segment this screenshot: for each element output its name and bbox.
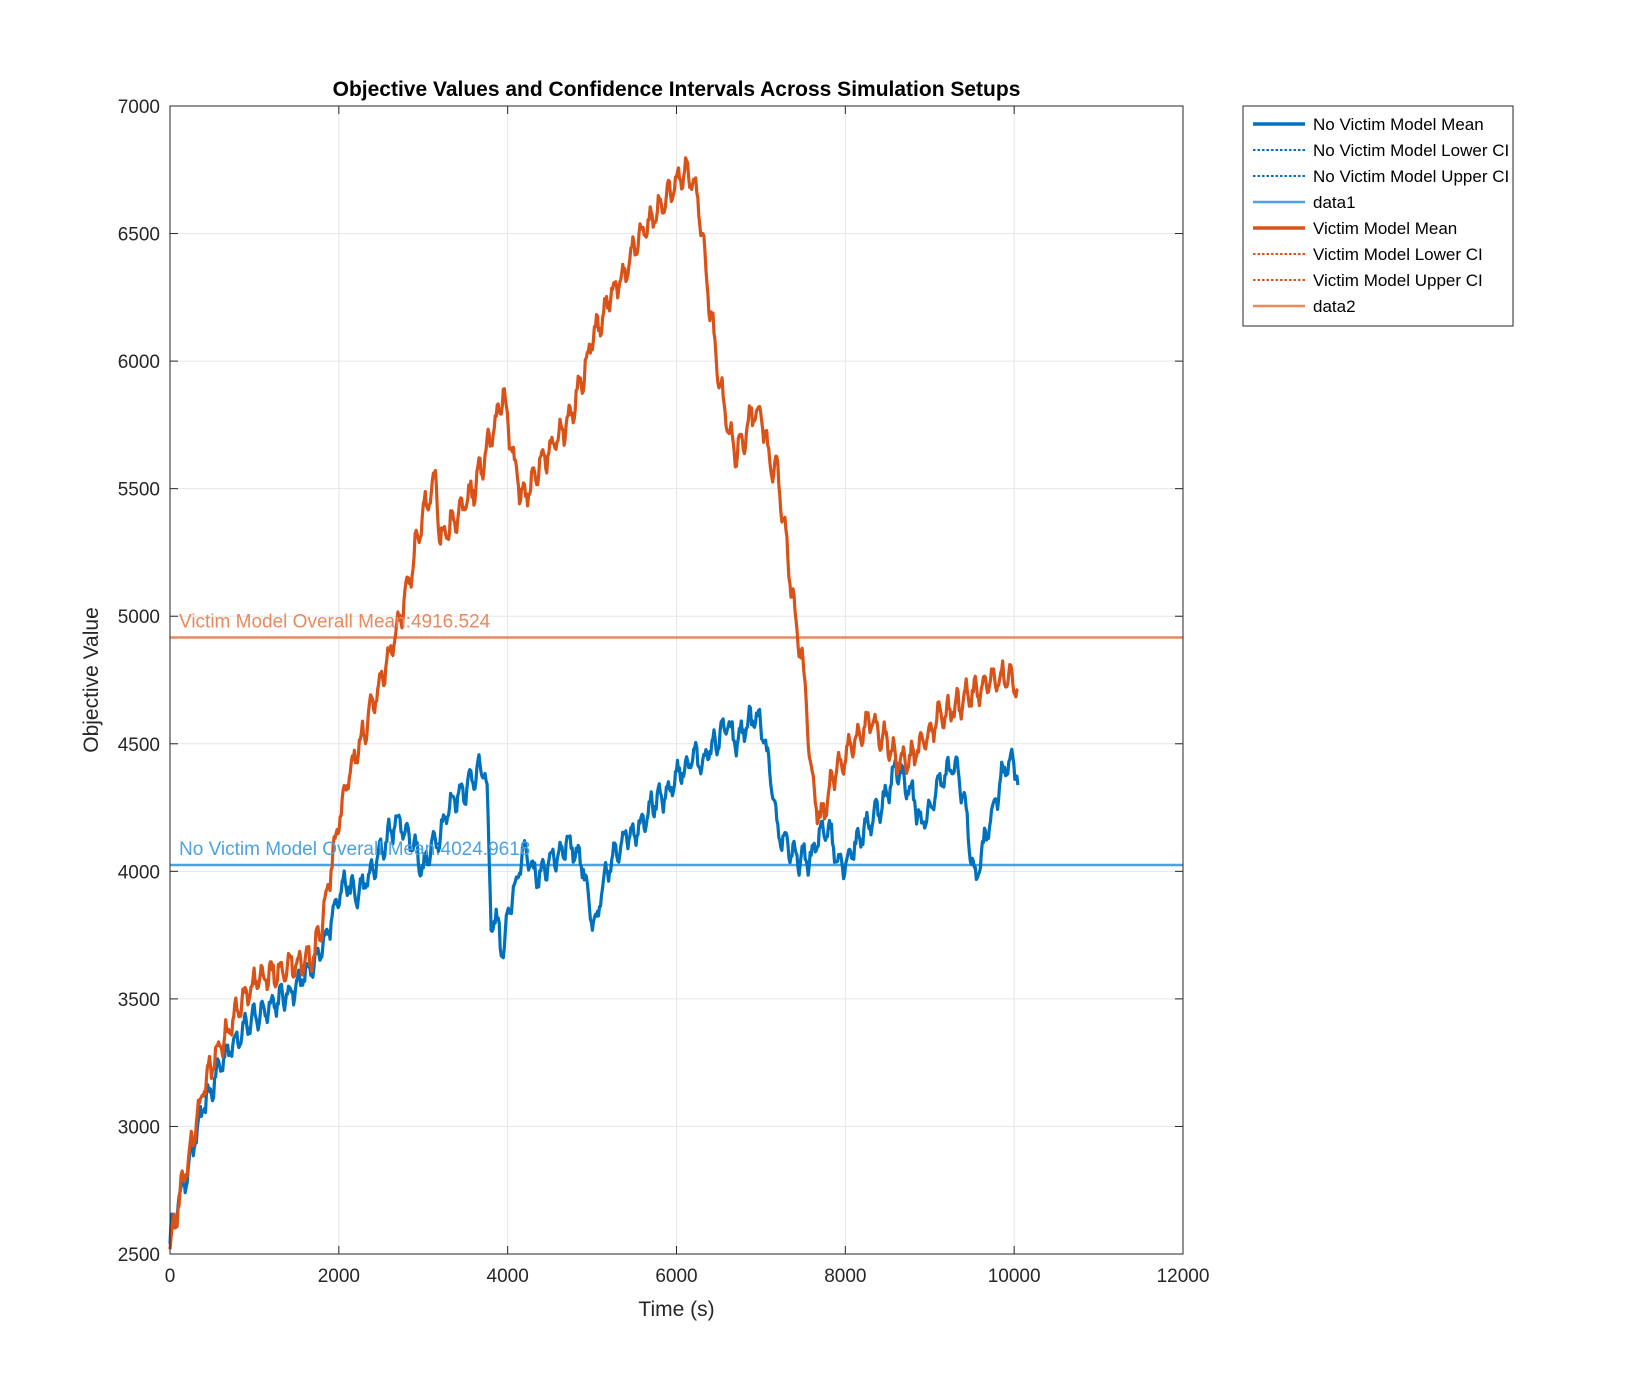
reference-lines: [170, 636, 1183, 867]
series-line-no-victim-mean: [168, 704, 1020, 1244]
y-tick-label: 2500: [118, 1245, 160, 1266]
overall-mean-label-data1: No Victim Model Overall Mean:4024.9618: [179, 839, 530, 860]
annotations: No Victim Model Overall Mean:4024.9618 Vi…: [179, 612, 530, 860]
legend-label: Victim Model Upper CI: [1313, 271, 1483, 290]
legend-label: data2: [1313, 297, 1356, 316]
legend-label: No Victim Model Lower CI: [1313, 141, 1509, 160]
axes: 0 2000 4000 6000 8000 10000 12000 2500 3000 3500 4…: [118, 97, 1210, 1287]
y-tick-label: 3000: [118, 1117, 160, 1138]
x-tick-label: 2000: [318, 1266, 360, 1287]
y-tick-label: 4500: [118, 735, 160, 756]
legend-label: Victim Model Lower CI: [1313, 245, 1483, 264]
y-tick-label: 4000: [118, 862, 160, 883]
overall-mean-label-data2: Victim Model Overall Mean:4916.524: [179, 612, 491, 633]
y-tick-label: 6500: [118, 225, 160, 246]
legend-label: No Victim Model Mean: [1313, 115, 1484, 134]
y-tick-label: 7000: [118, 97, 160, 118]
y-tick-label: 6000: [118, 352, 160, 373]
x-tick-label: 0: [165, 1266, 176, 1287]
legend-label: No Victim Model Upper CI: [1313, 167, 1509, 186]
x-tick-label: 10000: [988, 1266, 1041, 1287]
legend: No Victim Model Mean No Victim Model Lowe…: [1242, 105, 1514, 327]
legend-label: Victim Model Mean: [1313, 219, 1457, 238]
x-tick-label: 6000: [655, 1266, 697, 1287]
x-tick-label: 4000: [487, 1266, 529, 1287]
legend-box: [1242, 105, 1514, 327]
y-tick-label: 3500: [118, 990, 160, 1011]
x-tick-label: 12000: [1157, 1266, 1210, 1287]
x-tick-label: 8000: [824, 1266, 866, 1287]
y-tick-label: 5000: [118, 607, 160, 628]
legend-label: data1: [1313, 193, 1356, 212]
y-axis-title: Objective Value: [80, 607, 103, 753]
data-series: [168, 156, 1020, 1250]
y-tick-label: 5500: [118, 480, 160, 501]
series-line-victim-mean: [168, 156, 1020, 1250]
x-axis-title: Time (s): [638, 1298, 714, 1321]
chart-title: Objective Values and Confidence Interval…: [333, 78, 1021, 101]
